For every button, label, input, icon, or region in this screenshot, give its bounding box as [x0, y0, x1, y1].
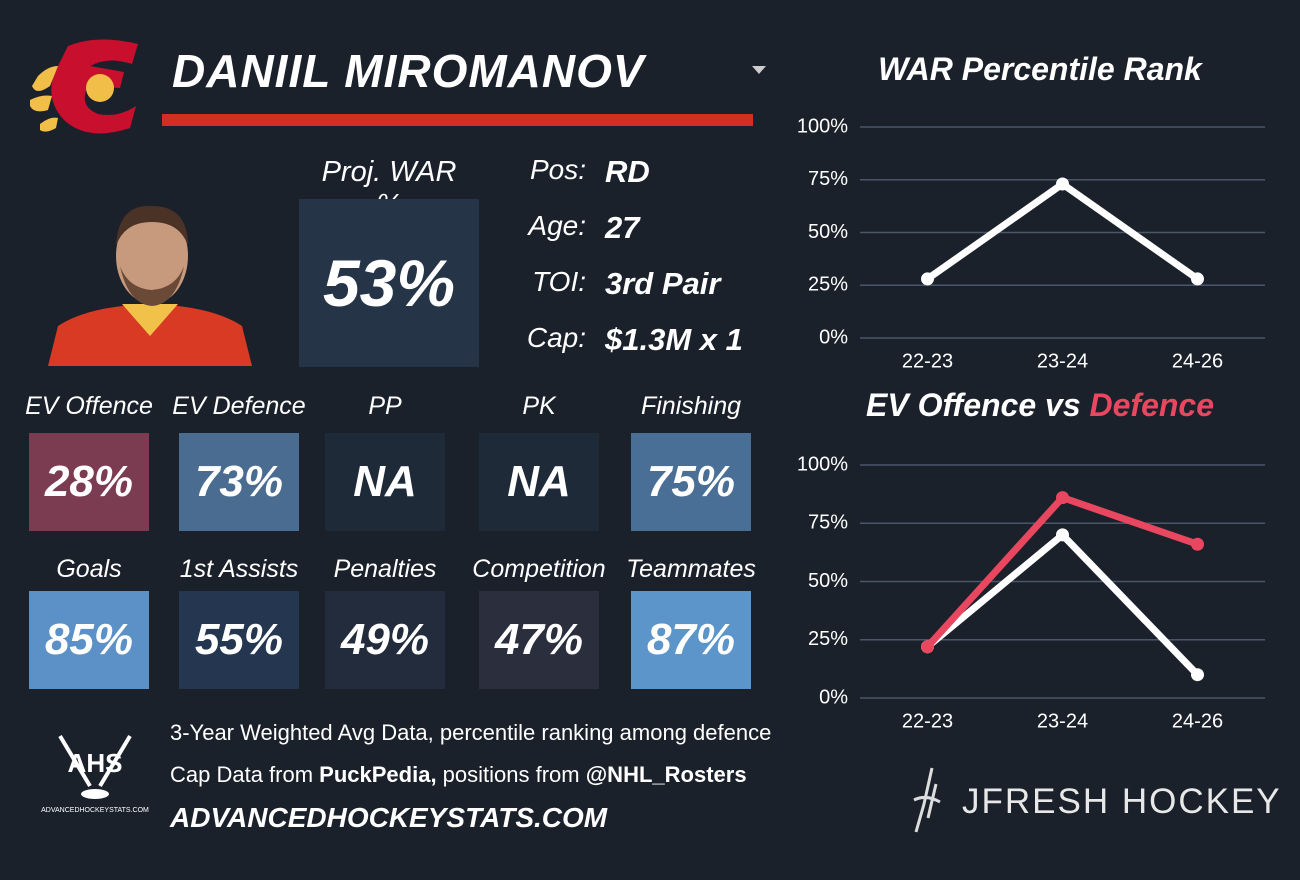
series-point — [1056, 528, 1069, 542]
y-tick-label: 50% — [808, 570, 848, 592]
tile-label: Penalties — [333, 555, 437, 583]
brand: JFRESH HOCKEY — [962, 782, 1282, 821]
stat-tile: 75% — [631, 433, 751, 531]
series-line — [924, 494, 1199, 650]
chart-title: EV Offence vs Defence — [866, 387, 1214, 423]
stat-tile: 55% — [179, 591, 299, 689]
y-tick-label: 25% — [808, 274, 848, 296]
series-point — [1191, 272, 1204, 286]
stat-tile: 28% — [29, 433, 149, 531]
tile-label: 1st Assists — [179, 555, 299, 583]
series-point — [921, 640, 934, 654]
x-tick-label: 24-26 — [1172, 350, 1223, 372]
x-tick-label: 22-23 — [902, 710, 953, 732]
stat-tile: 87% — [631, 591, 751, 689]
stat-tile: 85% — [29, 591, 149, 689]
info-label: Cap: — [526, 322, 586, 353]
ahs-logo: AHS ADVANCEDHOCKEYSTATS.COM — [41, 734, 149, 814]
ahs-logo-small: ADVANCEDHOCKEYSTATS.COM — [41, 807, 149, 814]
series-point — [1056, 491, 1069, 505]
footer-text: positions from — [436, 762, 586, 787]
footer-bold: PuckPedia, — [319, 762, 437, 787]
series-point — [1191, 668, 1204, 682]
y-tick-label: 100% — [797, 115, 848, 137]
tile-label: Competition — [472, 555, 606, 583]
jfresh-mark — [913, 767, 941, 833]
stat-tile: 47% — [479, 591, 599, 689]
tile-label: EV Offence — [25, 392, 153, 420]
info-label: TOI: — [532, 266, 586, 297]
y-tick-label: 0% — [819, 686, 848, 708]
tile-label: Goals — [56, 555, 122, 583]
info-value: $1.3M x 1 — [605, 322, 743, 357]
tile-label: PP — [368, 392, 402, 420]
info-value: 27 — [605, 210, 640, 245]
series-point — [1056, 177, 1069, 191]
y-tick-label: 0% — [819, 326, 848, 348]
info-label: Pos: — [529, 154, 586, 185]
tile-label: Teammates — [626, 555, 756, 583]
series-point — [921, 272, 934, 286]
stat-tile: 73% — [179, 433, 299, 531]
header-underline — [162, 114, 753, 126]
team-logo — [30, 39, 139, 134]
x-tick-label: 23-24 — [1037, 350, 1088, 372]
y-tick-label: 75% — [808, 168, 848, 190]
info-value: 3rd Pair — [605, 266, 721, 301]
ahs-logo-text: AHS — [68, 748, 123, 778]
y-tick-label: 50% — [808, 221, 848, 243]
proj-war-value: 53% — [299, 199, 479, 367]
title-text: WAR Percentile Rank — [878, 51, 1204, 87]
player-photo — [48, 196, 252, 366]
title-text: EV Offence vs — [866, 387, 1081, 423]
x-tick-label: 24-26 — [1172, 710, 1223, 732]
y-tick-label: 25% — [808, 628, 848, 650]
footer-line1: 3-Year Weighted Avg Data, percentile ran… — [170, 720, 772, 745]
player-name: DANIIL MIROMANOV — [172, 45, 645, 97]
dropdown-arrow[interactable] — [750, 64, 768, 76]
chart-title: WAR Percentile Rank — [878, 51, 1204, 87]
x-tick-label: 22-23 — [902, 350, 953, 372]
footer-bold: @NHL_Rosters — [585, 762, 747, 787]
y-tick-label: 100% — [797, 453, 848, 475]
footer-text: Cap Data from — [170, 762, 320, 787]
series-point — [1191, 537, 1204, 551]
footer-site: ADVANCEDHOCKEYSTATS.COM — [170, 802, 608, 833]
info-label: Age: — [528, 210, 586, 241]
stat-tile: NA — [325, 433, 445, 531]
stat-tile: NA — [479, 433, 599, 531]
x-tick-label: 23-24 — [1037, 710, 1088, 732]
tile-label: EV Defence — [172, 392, 306, 420]
footer-line2: Cap Data from PuckPedia, positions from … — [170, 762, 747, 788]
tile-label: Finishing — [640, 392, 742, 420]
tile-label: PK — [522, 392, 556, 420]
info-value: RD — [605, 154, 650, 189]
series-line — [925, 180, 1200, 282]
y-tick-label: 75% — [808, 512, 848, 534]
stat-tile: 49% — [325, 591, 445, 689]
title-highlight: Defence — [1090, 387, 1215, 423]
